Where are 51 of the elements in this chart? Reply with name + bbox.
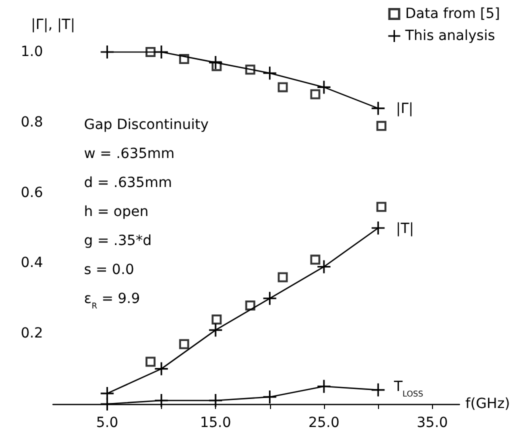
point bbox=[263, 66, 276, 80]
annotation: s = 0.0 bbox=[84, 262, 134, 278]
point bbox=[179, 54, 190, 64]
annotation: Gap Discontinuity bbox=[84, 117, 209, 133]
annotation: w = .635mm bbox=[84, 146, 175, 162]
annotation: h = open bbox=[84, 204, 148, 220]
point bbox=[372, 222, 385, 234]
point bbox=[263, 292, 276, 305]
point bbox=[245, 300, 256, 310]
point bbox=[146, 356, 156, 367]
point bbox=[245, 64, 256, 75]
point bbox=[209, 394, 222, 407]
point bbox=[263, 390, 276, 404]
point bbox=[317, 380, 330, 393]
point bbox=[310, 89, 320, 100]
point bbox=[317, 80, 330, 94]
legend-label: Data from [5] bbox=[405, 6, 500, 22]
point bbox=[317, 260, 330, 274]
point bbox=[310, 254, 320, 265]
point bbox=[179, 339, 190, 350]
x-axis-title: f(GHz) bbox=[465, 396, 510, 412]
y-tick-label: 0.4 bbox=[20, 255, 44, 272]
point bbox=[154, 362, 168, 376]
annotation: d = .635mm bbox=[84, 175, 172, 191]
y-tick-label: 0.6 bbox=[20, 184, 44, 201]
y-tick-label: 0.2 bbox=[20, 326, 43, 342]
point bbox=[376, 202, 386, 212]
point bbox=[154, 394, 168, 407]
point bbox=[146, 47, 156, 57]
point bbox=[278, 272, 288, 282]
annotation: |T| bbox=[396, 221, 414, 237]
annotation: g = .35*d bbox=[84, 233, 152, 249]
point bbox=[154, 46, 168, 58]
point bbox=[100, 46, 114, 58]
x-tick-label: 5.0 bbox=[96, 415, 118, 431]
point bbox=[372, 383, 385, 396]
x-tick-label: 35.0 bbox=[416, 415, 448, 431]
x-tick-label: 25.0 bbox=[308, 415, 340, 431]
point bbox=[209, 324, 222, 337]
point bbox=[278, 82, 288, 92]
point bbox=[212, 314, 222, 325]
point bbox=[376, 120, 386, 131]
point bbox=[212, 61, 222, 72]
point bbox=[372, 102, 385, 115]
legend-label: This analysis bbox=[404, 28, 496, 44]
y-tick-label: 1.0 bbox=[20, 44, 43, 60]
point bbox=[100, 398, 114, 410]
annotation: |Γ| bbox=[396, 101, 414, 117]
y-tick-label: 0.8 bbox=[20, 114, 43, 130]
y-axis-title: |Γ|, |T| bbox=[30, 17, 76, 33]
x-tick-label: 15.0 bbox=[200, 415, 232, 431]
